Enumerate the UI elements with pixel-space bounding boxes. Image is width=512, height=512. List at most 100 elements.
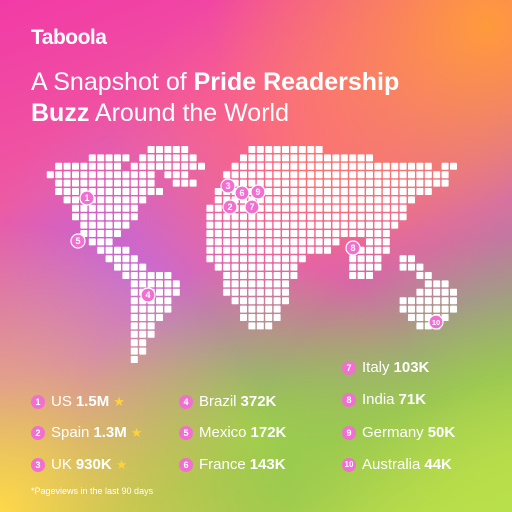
map-dot <box>147 171 155 179</box>
legend-item-us: 1 US 1.5M ★ <box>31 393 125 410</box>
map-dot <box>214 263 222 271</box>
map-marker-us: 1 <box>79 190 95 206</box>
map-dot <box>105 204 113 212</box>
map-dot <box>214 204 222 212</box>
map-dot <box>55 162 63 170</box>
map-dot <box>240 171 247 179</box>
map-dot <box>399 305 407 313</box>
map-dot <box>256 297 264 305</box>
map-dot <box>441 297 449 305</box>
map-dot <box>97 171 105 179</box>
map-dot <box>223 255 231 263</box>
title-part1: A Snapshot of <box>31 68 194 96</box>
map-dot <box>332 171 340 179</box>
map-dot <box>122 213 130 221</box>
map-dot <box>349 263 357 271</box>
map-dot <box>256 288 264 296</box>
map-dot <box>130 272 138 279</box>
map-dot <box>282 297 289 305</box>
map-dot <box>265 188 273 195</box>
map-dot <box>240 221 247 229</box>
map-dot <box>324 204 331 212</box>
legend-country: Brazil <box>199 393 237 410</box>
map-dot <box>441 288 449 296</box>
map-dot <box>273 272 281 279</box>
map-dot <box>130 255 138 263</box>
map-dot <box>223 213 231 221</box>
map-dot <box>265 246 273 254</box>
legend-value: 103K <box>393 359 430 376</box>
map-dot <box>374 179 382 187</box>
map-dot <box>382 204 390 212</box>
map-dot <box>416 162 424 170</box>
map-dot <box>214 230 222 237</box>
map-dot <box>433 305 441 313</box>
map-dot <box>399 179 407 187</box>
map-dot <box>366 246 373 254</box>
map-dot <box>315 196 323 204</box>
map-dot <box>298 188 306 195</box>
marker-circle <box>428 314 444 330</box>
map-dot <box>399 196 407 204</box>
map-dot <box>324 213 331 221</box>
map-dot <box>122 255 130 263</box>
map-dot <box>80 204 88 212</box>
map-dot <box>340 196 348 204</box>
map-dot <box>147 188 155 195</box>
map-dot <box>72 196 79 204</box>
legend-badge: 2 <box>31 425 45 440</box>
map-dot <box>265 263 273 271</box>
map-dot <box>122 179 130 187</box>
map-dot <box>273 288 281 296</box>
map-dot <box>273 221 281 229</box>
map-dot <box>282 272 289 279</box>
map-dot <box>72 162 79 170</box>
map-dot <box>282 162 289 170</box>
map-dot <box>450 297 457 305</box>
page-title: A Snapshot of Pride Readership Buzz Arou… <box>31 67 471 129</box>
map-dot <box>307 154 315 162</box>
map-dot <box>240 272 247 279</box>
map-dot <box>130 188 138 195</box>
map-dot <box>105 238 113 246</box>
map-marker-france: 6 <box>234 185 250 201</box>
map-dot <box>72 213 79 221</box>
map-dot <box>282 213 289 221</box>
map-dot <box>231 221 239 229</box>
map-dot <box>366 213 373 221</box>
map-dot <box>340 188 348 195</box>
map-dot <box>391 171 399 179</box>
marker-circle <box>234 185 250 201</box>
map-dot <box>147 146 155 153</box>
map-dot <box>282 221 289 229</box>
map-dot <box>332 230 340 237</box>
map-dot <box>450 305 457 313</box>
map-dot <box>382 171 390 179</box>
map-dot <box>97 221 105 229</box>
map-dot <box>80 162 88 170</box>
map-dot <box>282 230 289 237</box>
map-dot <box>88 221 96 229</box>
map-dot <box>114 154 121 162</box>
map-dot <box>265 314 273 321</box>
map-dot <box>357 204 365 212</box>
map-dot <box>139 330 147 338</box>
map-dot <box>349 179 357 187</box>
map-dot <box>265 272 273 279</box>
map-dot <box>391 221 399 229</box>
map-dot <box>256 171 264 179</box>
map-dot <box>374 246 382 254</box>
map-dot <box>298 146 306 153</box>
map-dot <box>265 162 273 170</box>
map-dot <box>114 263 121 271</box>
map-dot <box>130 305 138 313</box>
map-dot <box>391 204 399 212</box>
map-dot <box>256 146 264 153</box>
map-dot <box>223 288 231 296</box>
legend-badge: 3 <box>31 457 45 472</box>
map-dot <box>298 238 306 246</box>
map-dot <box>223 230 231 237</box>
map-dot <box>231 263 239 271</box>
map-dot <box>282 246 289 254</box>
